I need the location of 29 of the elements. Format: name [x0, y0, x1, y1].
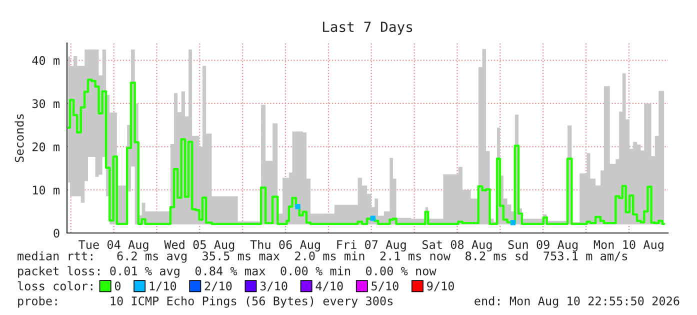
y-tick-label: 20 m	[32, 142, 60, 152]
legend-label: 3/10	[260, 282, 288, 292]
point	[510, 220, 516, 226]
legend-label: 9/10	[427, 282, 454, 292]
x-tick-label: Tue 04 Aug	[78, 240, 148, 252]
legend-label: 2/10	[204, 282, 232, 292]
y-axis-title: Seconds	[14, 114, 24, 162]
x-tick-label: Fri 07 Aug	[337, 240, 406, 252]
chart-title: Last 7 Days	[322, 22, 412, 35]
x-tick-label: Sun 09 Aug	[508, 240, 578, 252]
x-tick-label: Thu 06 Aug	[250, 240, 320, 252]
text: packet loss: 0.01 % avg 0.84 % max 0.00 % min 0.00 % now	[18, 266, 436, 278]
legend-label: 0	[114, 282, 121, 290]
x-tick-label: Mon 10 Aug	[594, 240, 664, 252]
text: end: Mon Aug 10 22:55:50 2026	[474, 296, 680, 308]
x-tick-label: Wed 05 Aug	[164, 240, 234, 252]
x-tick-label: Sat 08 Aug	[422, 240, 492, 252]
point	[295, 204, 300, 210]
y-tick-label: 0	[54, 228, 60, 238]
text: loss color:	[18, 281, 92, 290]
text: probe: 10 ICMP Echo Pings (56 Bytes) every 300s	[18, 296, 393, 308]
y-tick-label: 40 m	[32, 56, 60, 65]
y-tick-label: 30 m	[32, 99, 60, 108]
y-tick-label: 10 m	[33, 186, 60, 195]
legend-label: 4/10	[316, 282, 343, 292]
legend-label: 5/10	[372, 282, 398, 292]
point	[370, 216, 376, 221]
text: median rtt: 6.2 ms avg 35.5 ms max 2.0 ms min 2.1 ms now 8.2 ms sd 753.1 m am/s	[18, 251, 628, 263]
legend-label: 1/10	[150, 282, 176, 292]
